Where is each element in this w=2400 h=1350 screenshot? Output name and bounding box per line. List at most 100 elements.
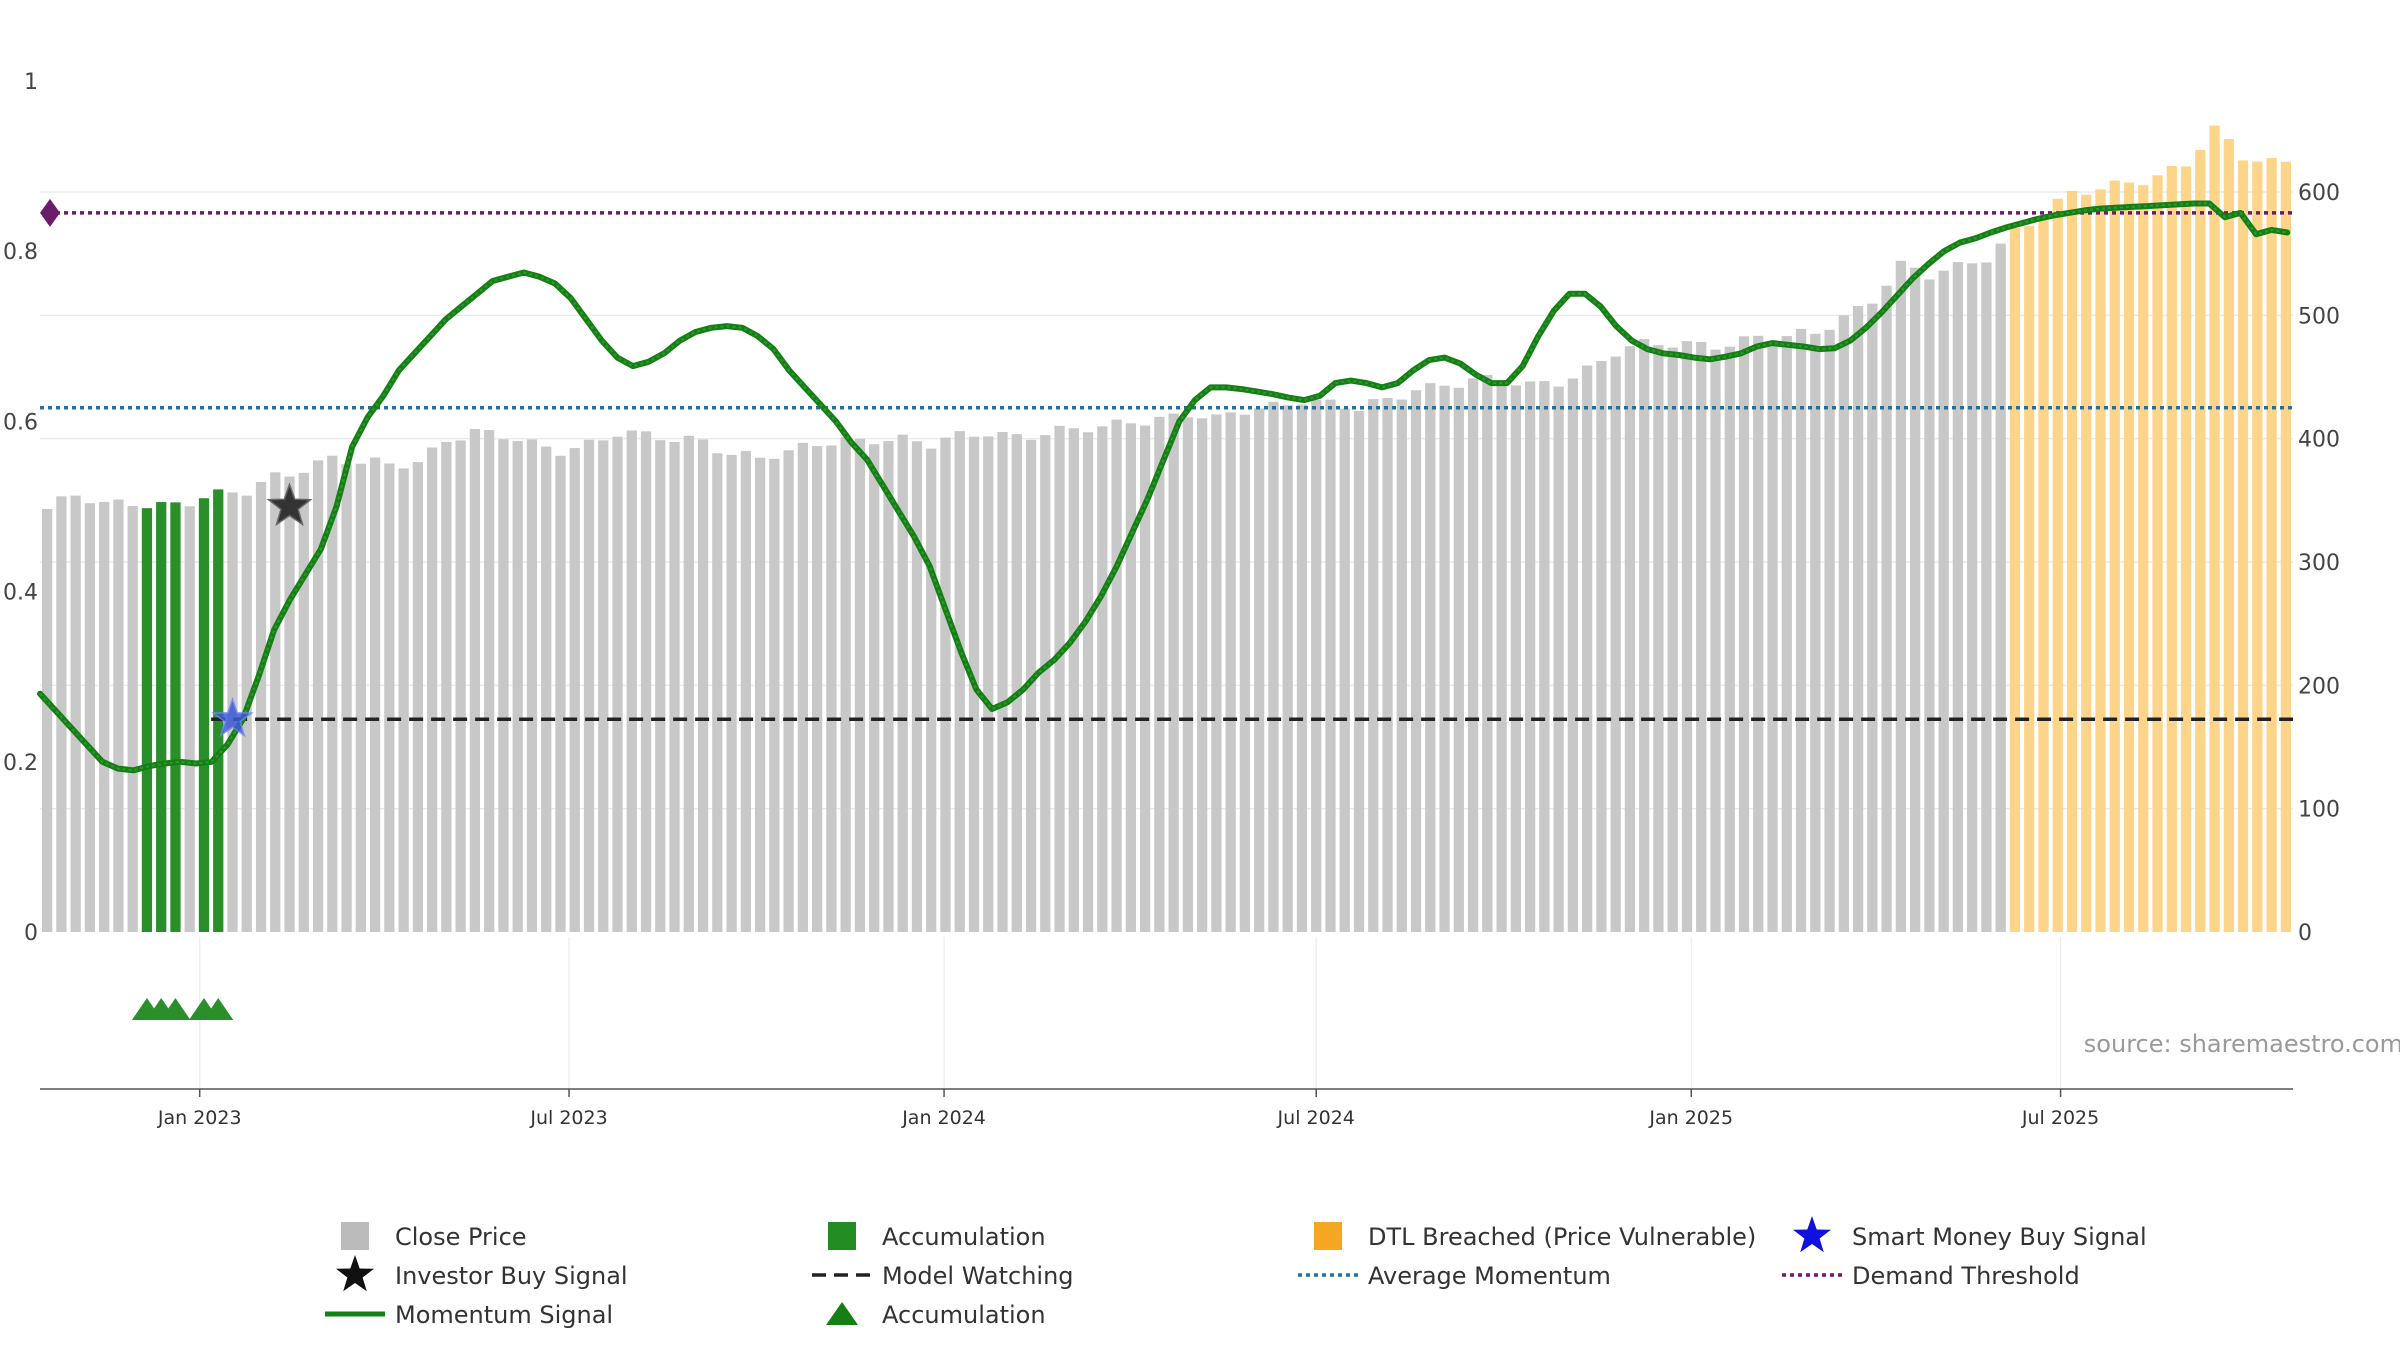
close-price-bar [369,457,381,932]
close-price-bar [883,441,894,932]
legend-average-momentum-dot: Average Momentum [1298,1262,1611,1290]
close-price-bar [911,441,923,932]
source-label: source: sharemaestro.com [2084,1030,2400,1058]
close-price-bar [355,463,366,932]
legend-smart-money-buy-signal-star: Smart Money Buy Signal [1793,1216,2147,1253]
close-price-bar [384,463,395,932]
close-price-bar [1282,405,1293,932]
close-price-bar [1154,416,1165,932]
close-price-bar [498,439,509,932]
left-tick-label: 0.8 [3,240,38,265]
close-price-bar [312,460,324,932]
close-price-bar [1211,414,1222,932]
right-tick-label: 400 [2298,428,2340,453]
legend-close-price-square: Close Price [341,1222,527,1251]
close-price-bar [1610,356,1621,932]
legend-label: Model Watching [882,1262,1074,1290]
close-price-bar [954,431,965,932]
close-price-bar [1325,399,1336,932]
legend-label: Demand Threshold [1852,1262,2080,1290]
close-price-bar [184,506,195,932]
investor-buy-signal-star [266,482,313,527]
legend-label: Smart Money Buy Signal [1852,1223,2147,1251]
close-price-bar [1040,435,1051,932]
close-price-bar [1111,419,1122,933]
close-price-bar [1681,341,1693,932]
close-price-bar [1339,408,1350,932]
close-price-bar [1311,399,1322,932]
close-price-bar [712,453,723,932]
left-tick-label: 1 [24,70,38,95]
right-axis-ticks: 0 100 200 300 400 500 600 [2298,181,2340,946]
close-price-bar [769,458,780,932]
close-price-bar [541,446,552,932]
close-price-bar [284,476,295,932]
close-price-bar [1225,412,1236,933]
close-price-bar [398,468,409,932]
close-price-bar [555,455,566,932]
accumulation-bar [213,489,224,932]
close-price-bar [1667,347,1678,933]
legend-dtl-breached-price-vulnerable-square: DTL Breached (Price Vulnerable) [1314,1222,1756,1251]
close-price-bar [1467,378,1479,933]
dtl-breached-bar [2252,161,2263,933]
close-price-bar [1011,434,1022,932]
close-price-bar [1239,414,1251,932]
close-price-bar [298,472,309,932]
right-tick-label: 0 [2298,921,2312,946]
x-tick-label: Jan 2023 [157,1107,242,1129]
close-price-bar [1524,381,1536,933]
right-tick-label: 200 [2298,674,2340,699]
close-price-bar [1567,378,1579,933]
legend-star-icon [336,1255,374,1292]
legend-label: Average Momentum [1368,1262,1611,1290]
accumulation-bar [198,498,210,932]
close-price-bar [926,448,937,932]
close-price-bar [341,464,352,932]
left-axis-ticks: 0 0.2 0.4 0.6 0.8 1 [3,70,38,946]
momentum-signal-path [37,200,2291,774]
close-price-bar [1396,399,1407,932]
momentum-signal-line [37,200,2291,774]
close-price-bar [127,505,138,932]
close-price-bar [1353,410,1365,932]
close-price-bar [526,439,538,932]
close-price-bar [983,436,994,932]
close-price-bar [1596,361,1607,932]
legend: Close Price Accumulation DTL Breached (Pri… [325,1216,2147,1329]
close-price-bar [1696,341,1707,933]
close-price-bar [1453,387,1464,932]
left-tick-label: 0.4 [3,581,38,606]
legend-swatch [1314,1222,1342,1250]
close-price-bar [612,436,623,932]
close-price-bar [113,499,124,932]
close-price-bar [1168,413,1179,932]
signal-markers [40,198,313,1020]
dtl-breached-bar [2180,166,2192,932]
close-price-bar [840,437,851,932]
threshold-lines [40,211,2293,721]
close-price-bar [1952,262,1964,932]
close-price-bar [1653,345,1664,932]
close-price-bar [1924,279,1935,933]
legend-label: Accumulation [882,1223,1046,1251]
dtl-breached-bar [2038,216,2049,932]
close-price-bar [84,503,96,932]
close-price-bar [812,446,823,932]
close-price-bar [669,441,680,932]
dtl-breached-bar [2223,139,2234,932]
close-price-bar [726,454,737,932]
close-price-bar [1425,383,1436,932]
close-price-bar [1981,262,1992,932]
close-price-bar [327,455,338,932]
close-price-bar [41,508,53,932]
accumulation-bar [170,502,181,932]
close-price-bar [1553,386,1564,932]
close-price-bar [1582,365,1593,932]
legend-investor-buy-signal-star: Investor Buy Signal [336,1255,628,1292]
legend-label: Momentum Signal [395,1301,613,1329]
close-price-bar [1054,425,1065,932]
close-price-bar [1724,346,1735,932]
close-price-bar [1738,336,1750,932]
close-price-bar [1268,401,1279,932]
